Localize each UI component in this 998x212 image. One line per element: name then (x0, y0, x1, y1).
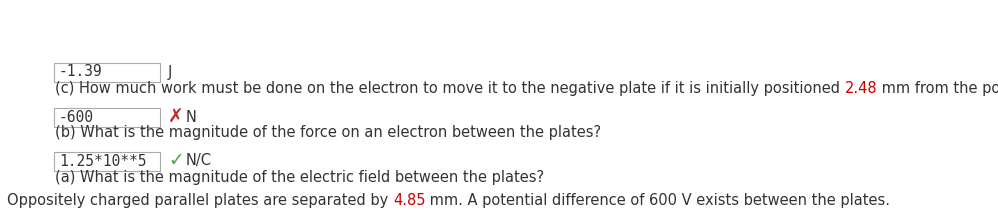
Text: Oppositely charged parallel plates are separated by: Oppositely charged parallel plates are s… (7, 193, 393, 208)
Text: (b) What is the magnitude of the force on an electron between the plates?: (b) What is the magnitude of the force o… (55, 125, 601, 140)
FancyBboxPatch shape (55, 152, 161, 170)
Text: 1.25*10**5: 1.25*10**5 (59, 153, 147, 169)
Text: N: N (186, 110, 197, 124)
FancyBboxPatch shape (55, 63, 161, 81)
Text: J: J (168, 64, 173, 80)
Text: ✗: ✗ (168, 107, 184, 127)
Text: -1.39: -1.39 (59, 64, 103, 80)
Text: ✓: ✓ (168, 152, 184, 170)
Text: (c) How much work must be done on the electron to move it to the negative plate : (c) How much work must be done on the el… (55, 81, 844, 96)
Text: 2.48: 2.48 (844, 81, 877, 96)
Text: -600: -600 (59, 110, 94, 124)
Text: (a) What is the magnitude of the electric field between the plates?: (a) What is the magnitude of the electri… (55, 170, 544, 185)
FancyBboxPatch shape (55, 107, 161, 127)
Text: 4.85: 4.85 (393, 193, 425, 208)
Text: mm from the positive plate?: mm from the positive plate? (877, 81, 998, 96)
Text: mm. A potential difference of 600 V exists between the plates.: mm. A potential difference of 600 V exis… (425, 193, 890, 208)
Text: N/C: N/C (186, 153, 212, 169)
